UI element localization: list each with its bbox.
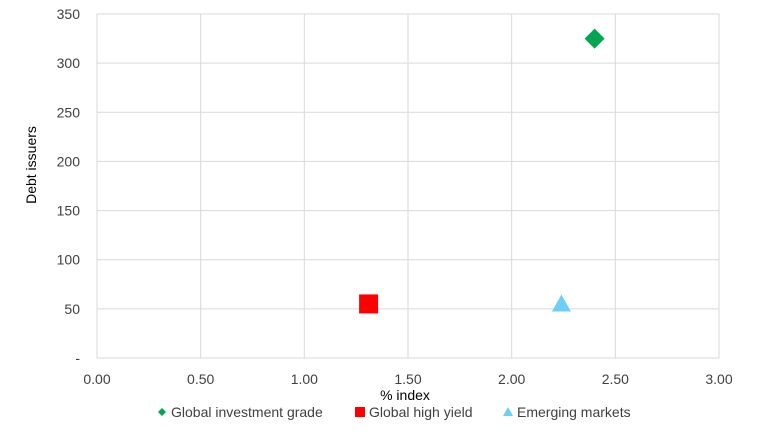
y-tick-label: 50 bbox=[64, 301, 80, 317]
y-tick-label: 200 bbox=[57, 153, 81, 169]
legend-marker-square bbox=[355, 407, 365, 417]
legend-item: Emerging markets bbox=[503, 404, 631, 420]
x-tick-label: 1.50 bbox=[394, 371, 421, 387]
legend: Global investment grade Global high yield… bbox=[158, 404, 631, 420]
y-tick-label: 250 bbox=[57, 104, 81, 120]
legend-item: Global high yield bbox=[355, 404, 473, 420]
data-point-diamond bbox=[584, 28, 605, 49]
y-axis-title: Debt issuers bbox=[23, 126, 39, 204]
x-axis-title: % index bbox=[380, 387, 430, 403]
y-tick-label: 100 bbox=[57, 252, 81, 268]
data-points bbox=[359, 28, 605, 314]
legend-marker-triangle bbox=[503, 407, 513, 416]
data-point-square bbox=[359, 294, 379, 314]
data-point-triangle bbox=[551, 294, 571, 312]
y-tick-label: 350 bbox=[57, 6, 81, 22]
legend-label: Emerging markets bbox=[517, 404, 631, 420]
y-tick-label: 300 bbox=[57, 55, 81, 71]
legend-item: Global investment grade bbox=[158, 404, 323, 420]
y-tick-label: 150 bbox=[57, 203, 81, 219]
x-tick-label: 3.00 bbox=[705, 371, 732, 387]
y-axis-ticks: - 50 100 150 200 250 300 350 bbox=[57, 6, 81, 366]
legend-label: Global investment grade bbox=[171, 404, 323, 420]
x-axis-ticks: 0.00 0.50 1.00 1.50 2.00 2.50 3.00 bbox=[83, 371, 732, 387]
x-tick-label: 2.00 bbox=[498, 371, 525, 387]
legend-label: Global high yield bbox=[369, 404, 473, 420]
x-tick-label: 1.00 bbox=[291, 371, 318, 387]
grid bbox=[96, 13, 720, 359]
x-tick-label: 0.00 bbox=[83, 371, 110, 387]
x-tick-label: 0.50 bbox=[187, 371, 214, 387]
x-tick-label: 2.50 bbox=[602, 371, 629, 387]
legend-marker-diamond bbox=[158, 408, 166, 416]
y-tick-label: - bbox=[75, 350, 80, 366]
